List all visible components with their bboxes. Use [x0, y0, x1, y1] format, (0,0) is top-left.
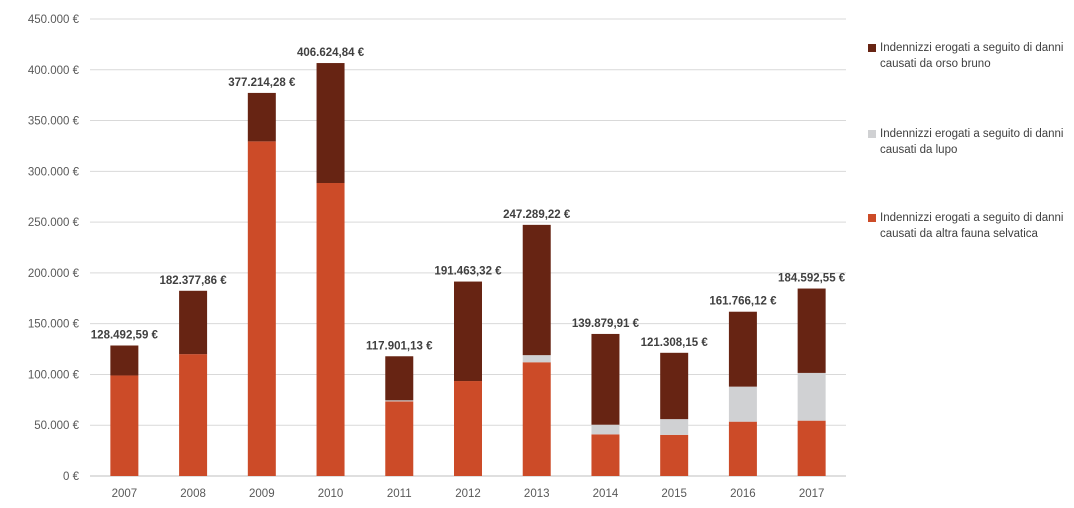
- bar-segment[interactable]: [660, 352, 689, 420]
- bar-segment[interactable]: [728, 386, 757, 422]
- bar-segment[interactable]: [110, 345, 139, 376]
- legend-swatch-altra-fauna: [868, 214, 876, 222]
- bar-segment[interactable]: [385, 400, 414, 402]
- bar-total-label: 182.377,86 €: [160, 275, 228, 287]
- y-tick-label: 200.000 €: [28, 268, 80, 280]
- x-tick-label: 2016: [730, 488, 756, 500]
- bar-segment[interactable]: [522, 224, 551, 356]
- x-tick-label: 2017: [799, 488, 825, 500]
- bar-segment[interactable]: [591, 333, 620, 425]
- bar-segment[interactable]: [522, 355, 551, 363]
- bar-segment[interactable]: [728, 311, 757, 387]
- bar-segment[interactable]: [247, 141, 276, 476]
- x-tick-label: 2011: [387, 488, 412, 500]
- y-axis-tick-labels: 0 € 50.000 € 100.000 € 150.000 € 200.000 € 25…: [28, 14, 80, 483]
- legend-swatch-lupo: [868, 130, 876, 138]
- bar-total-label: 139.879,91 €: [572, 318, 640, 330]
- legend-label-altra-fauna: Indennizzi erogati a seguito di danni ca…: [880, 212, 1064, 240]
- x-tick-label: 2009: [249, 488, 275, 500]
- bar-segment[interactable]: [797, 288, 826, 373]
- bar-total-label: 406.624,84 €: [297, 47, 365, 59]
- bar-segment[interactable]: [522, 362, 551, 476]
- x-axis-tick-labels: 2007 2008 2009 2010 2011 2012 2013 2014 2015 2016…: [112, 488, 825, 500]
- bar-segment[interactable]: [179, 290, 208, 355]
- bar-total-label: 117.901,13 €: [366, 340, 433, 352]
- bar-total-label: 128.492,59 €: [91, 330, 159, 342]
- x-tick-label: 2015: [661, 488, 687, 500]
- y-tick-label: 300.000 €: [28, 166, 80, 178]
- y-tick-label: 250.000 €: [28, 217, 80, 229]
- bar-segment[interactable]: [591, 424, 620, 435]
- bar-segment[interactable]: [660, 434, 689, 476]
- bar-total-label: 191.463,32 €: [434, 266, 502, 278]
- bar-segment[interactable]: [179, 354, 208, 476]
- bars: [110, 63, 826, 477]
- x-tick-label: 2014: [593, 488, 619, 500]
- bar-segment[interactable]: [797, 372, 826, 421]
- bar-segment[interactable]: [660, 419, 689, 435]
- bar-segment[interactable]: [316, 183, 345, 477]
- bar-total-labels: 128.492,59 € 182.377,86 € 377.214,28 € 406.…: [91, 47, 846, 352]
- x-tick-label: 2008: [180, 488, 206, 500]
- bar-segment[interactable]: [454, 281, 482, 382]
- bar-segment[interactable]: [728, 421, 757, 476]
- bar-total-label: 247.289,22 €: [503, 209, 571, 221]
- bar-segment[interactable]: [385, 401, 414, 476]
- y-tick-label: 350.000 €: [28, 116, 80, 128]
- legend-label-lupo: Indennizzi erogati a seguito di danni ca…: [880, 128, 1064, 156]
- x-tick-label: 2013: [524, 488, 550, 500]
- legend-label-orso-bruno: Indennizzi erogati a seguito di danni ca…: [880, 42, 1064, 70]
- x-tick-label: 2012: [455, 488, 481, 500]
- bar-segment[interactable]: [591, 434, 620, 476]
- y-tick-label: 150.000 €: [28, 319, 80, 331]
- legend-swatch-orso-bruno: [868, 44, 876, 52]
- y-tick-label: 0 €: [63, 471, 80, 483]
- bar-segment[interactable]: [454, 381, 482, 476]
- x-tick-label: 2010: [318, 488, 344, 500]
- x-tick-label: 2007: [112, 488, 138, 500]
- bar-total-label: 121.308,15 €: [641, 337, 709, 349]
- bar-total-label: 184.592,55 €: [778, 273, 846, 285]
- bar-segment[interactable]: [247, 92, 276, 142]
- bar-segment[interactable]: [110, 375, 139, 476]
- bar-segment[interactable]: [797, 420, 826, 476]
- y-tick-label: 400.000 €: [28, 65, 80, 77]
- bar-total-label: 377.214,28 €: [228, 77, 296, 89]
- y-tick-label: 100.000 €: [28, 369, 80, 381]
- y-tick-label: 50.000 €: [34, 420, 79, 432]
- gridlines: [90, 18, 846, 477]
- bar-segment[interactable]: [385, 356, 414, 401]
- bar-segment[interactable]: [316, 63, 345, 184]
- y-tick-label: 450.000 €: [28, 14, 80, 26]
- bar-total-label: 161.766,12 €: [709, 296, 777, 308]
